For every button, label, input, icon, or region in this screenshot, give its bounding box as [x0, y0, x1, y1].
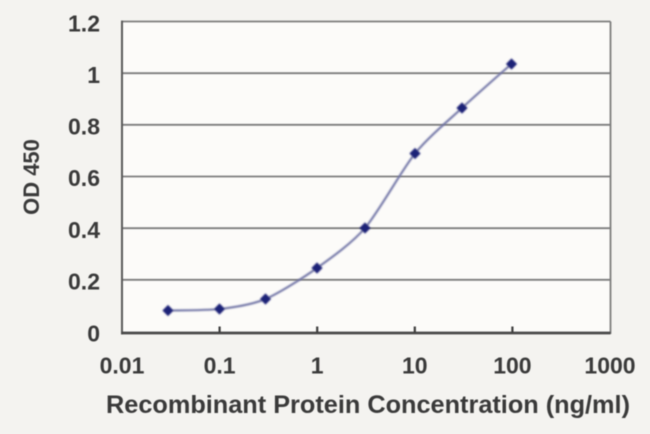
svg-text:0.2: 0.2: [68, 269, 100, 295]
svg-text:1: 1: [87, 62, 100, 88]
svg-text:100: 100: [493, 353, 531, 379]
svg-text:0.8: 0.8: [68, 114, 100, 140]
svg-text:0.6: 0.6: [68, 165, 100, 191]
svg-text:Recombinant Protein Concentrat: Recombinant Protein Concentration (ng/ml…: [106, 391, 630, 419]
svg-text:1000: 1000: [584, 353, 635, 379]
svg-text:0.01: 0.01: [100, 353, 145, 379]
svg-text:1.2: 1.2: [68, 11, 100, 37]
svg-text:0: 0: [87, 321, 100, 347]
svg-text:1: 1: [311, 353, 324, 379]
svg-text:0.4: 0.4: [68, 217, 100, 243]
svg-text:OD 450: OD 450: [19, 139, 44, 215]
svg-text:10: 10: [402, 353, 428, 379]
svg-text:0.1: 0.1: [204, 353, 236, 379]
